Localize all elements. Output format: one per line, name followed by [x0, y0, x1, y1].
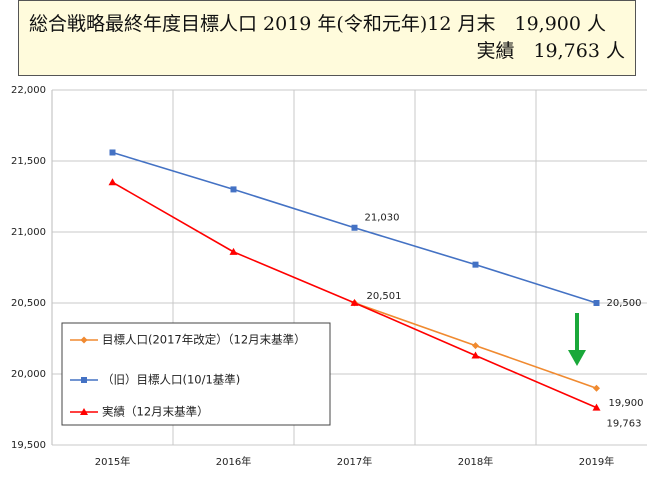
- marker: [80, 336, 88, 344]
- legend-label: 実績（12月末基準）: [102, 405, 209, 419]
- data-label: 20,500: [607, 298, 642, 309]
- x-tick-label: 2018年: [458, 455, 493, 468]
- marker: [593, 300, 600, 306]
- data-label: 21,030: [365, 213, 400, 224]
- y-tick-label: 19,500: [11, 440, 46, 451]
- y-tick-label: 21,000: [11, 227, 46, 238]
- y-tick-label: 21,500: [11, 156, 46, 167]
- marker: [81, 377, 87, 383]
- y-tick-label: 20,500: [11, 298, 46, 309]
- data-label: 19,900: [609, 398, 644, 409]
- marker: [592, 403, 601, 411]
- marker: [80, 408, 88, 415]
- marker: [472, 342, 479, 350]
- x-tick-label: 2016年: [216, 455, 251, 468]
- arrow-head: [568, 350, 586, 366]
- marker: [108, 178, 117, 186]
- legend-box: [61, 322, 331, 426]
- header-line: 総合戦略最終年度目標人口 2019 年(令和元年)12 月末 19,900 人: [29, 13, 606, 35]
- header: 総合戦略最終年度目標人口 2019 年(令和元年)12 月末 19,900 人 …: [18, 0, 636, 76]
- data-label: 19,763: [607, 419, 642, 430]
- legend-label: （旧）目標人口(10/1基準): [102, 373, 240, 387]
- header-line: 実績 19,763 人: [476, 40, 625, 62]
- y-tick-label: 20,000: [11, 369, 46, 380]
- marker: [471, 351, 480, 359]
- y-tick-label: 22,000: [11, 85, 46, 96]
- marker: [230, 186, 237, 193]
- x-tick-label: 2019年: [579, 455, 614, 468]
- marker: [593, 384, 600, 392]
- x-tick-label: 2017年: [337, 455, 372, 468]
- data-label: 20,501: [367, 291, 402, 302]
- legend-label: 目標人口(2017年改定）（12月末基準）: [102, 333, 306, 347]
- marker: [229, 247, 238, 255]
- marker: [472, 261, 479, 268]
- marker: [351, 224, 358, 231]
- marker: [109, 149, 116, 156]
- marker: [350, 298, 359, 306]
- x-tick-label: 2015年: [95, 455, 130, 468]
